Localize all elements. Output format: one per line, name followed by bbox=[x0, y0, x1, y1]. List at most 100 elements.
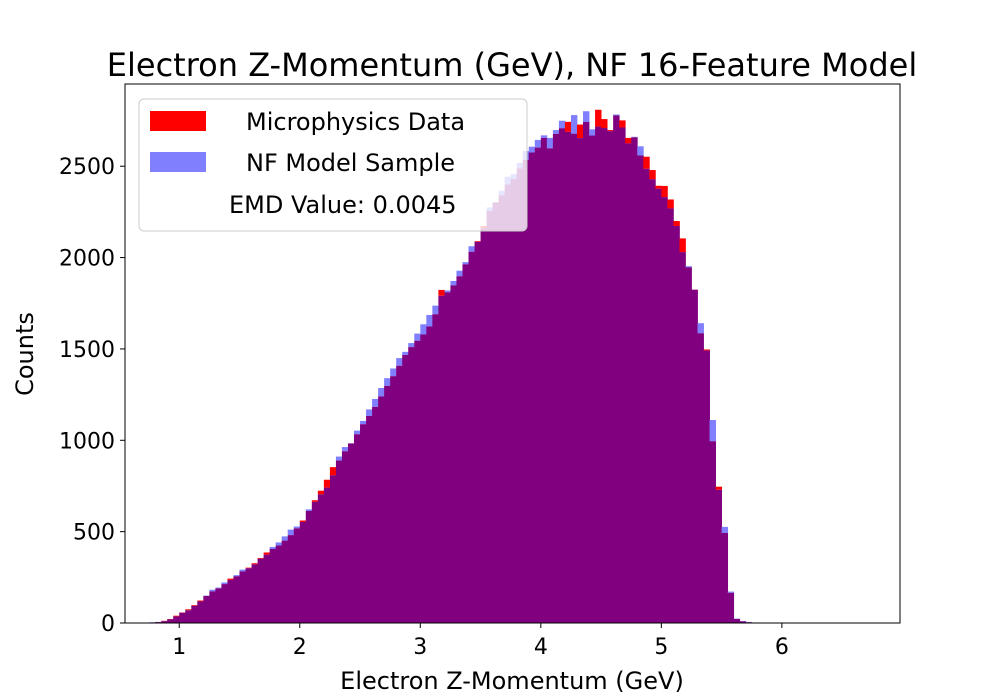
histogram-bar-overlap bbox=[619, 127, 626, 624]
histogram-bar-overlap bbox=[570, 133, 578, 623]
histogram-bar-excess bbox=[426, 314, 433, 327]
histogram-bar-excess bbox=[703, 349, 710, 351]
histogram-bar-overlap bbox=[293, 528, 301, 623]
histogram-bar-excess bbox=[540, 135, 548, 138]
histogram-bar-excess bbox=[317, 490, 325, 495]
histogram-bar-overlap bbox=[715, 489, 723, 623]
histogram-bar-overlap bbox=[468, 251, 475, 623]
histogram-bar-overlap bbox=[179, 612, 186, 623]
histogram-bar-overlap bbox=[739, 621, 747, 623]
histogram-bar-excess bbox=[661, 185, 668, 198]
y-tick-label: 2000 bbox=[59, 247, 115, 272]
x-tick-label: 1 bbox=[172, 635, 186, 660]
histogram-bar-excess bbox=[552, 130, 560, 134]
x-tick-label: 5 bbox=[654, 635, 668, 660]
histogram-bar-overlap bbox=[546, 148, 554, 623]
histogram-bar-overlap bbox=[161, 621, 168, 623]
histogram-bar-overlap bbox=[263, 554, 271, 623]
histogram-bar-overlap bbox=[317, 494, 325, 623]
histogram-bars bbox=[149, 109, 753, 624]
histogram-bar-excess bbox=[583, 111, 590, 123]
histogram-bar-excess bbox=[185, 609, 192, 611]
histogram-bar-overlap bbox=[607, 131, 614, 624]
histogram-bar-overlap bbox=[510, 179, 518, 623]
histogram-bar-overlap bbox=[589, 135, 596, 623]
histogram-bar-overlap bbox=[595, 126, 602, 623]
legend-box bbox=[138, 98, 528, 232]
histogram-bar-excess bbox=[685, 266, 692, 268]
histogram-bar-overlap bbox=[697, 333, 704, 623]
histogram-bar-overlap bbox=[257, 558, 265, 623]
histogram-bar-overlap bbox=[191, 605, 198, 623]
histogram-bar-overlap bbox=[360, 424, 367, 623]
histogram-bar-overlap bbox=[414, 340, 421, 623]
histogram-bar-overlap bbox=[384, 385, 391, 623]
histogram-bar-overlap bbox=[721, 532, 729, 623]
histogram-bar-overlap bbox=[685, 267, 692, 623]
legend-emd-annotation: EMD Value: 0.0045 bbox=[229, 191, 457, 219]
histogram-bar-excess bbox=[275, 542, 283, 546]
histogram-bar-excess bbox=[432, 305, 439, 315]
histogram-bar-overlap bbox=[323, 487, 331, 623]
histogram-bar-excess bbox=[299, 520, 307, 522]
histogram-bar-overlap bbox=[215, 588, 222, 623]
histogram-bar-excess bbox=[570, 115, 578, 134]
histogram-bar-overlap bbox=[366, 415, 373, 623]
histogram-bar-excess bbox=[655, 185, 662, 189]
histogram-bar-overlap bbox=[275, 545, 283, 623]
histogram-bar-overlap bbox=[522, 159, 530, 623]
histogram-bar-excess bbox=[233, 575, 240, 577]
histogram-bar-overlap bbox=[528, 152, 536, 623]
histogram-bar-overlap bbox=[486, 210, 494, 623]
y-tick-label: 1000 bbox=[59, 429, 115, 454]
histogram-bar-excess bbox=[360, 420, 367, 425]
histogram-bar-overlap bbox=[655, 188, 662, 623]
histogram-bar-excess bbox=[191, 605, 198, 606]
y-tick-label: 1500 bbox=[59, 338, 115, 363]
histogram-bar-overlap bbox=[456, 276, 463, 623]
histogram-bar-overlap bbox=[209, 591, 216, 623]
histogram-bar-overlap bbox=[552, 133, 560, 623]
histogram-bar-excess bbox=[643, 156, 650, 169]
histogram-bar-overlap bbox=[516, 168, 524, 623]
histogram-bar-overlap bbox=[679, 252, 686, 623]
histogram-bar-excess bbox=[378, 388, 385, 397]
histogram-bar-overlap bbox=[402, 354, 409, 623]
histogram-bar-overlap bbox=[661, 197, 668, 624]
histogram-bar-overlap bbox=[221, 584, 228, 623]
histogram-bar-excess bbox=[384, 378, 391, 386]
histogram-bar-overlap bbox=[354, 434, 361, 623]
histogram-bar-overlap bbox=[703, 350, 710, 623]
histogram-bar-overlap bbox=[504, 184, 512, 624]
histogram-bar-overlap bbox=[631, 137, 638, 623]
histogram-bar-excess bbox=[715, 486, 723, 490]
histogram-bar-excess bbox=[420, 324, 427, 335]
histogram-bar-overlap bbox=[691, 289, 698, 623]
histogram-bar-overlap bbox=[311, 501, 319, 623]
histogram-bar-overlap bbox=[474, 241, 481, 624]
histogram-bar-overlap bbox=[281, 540, 289, 623]
histogram-bar-overlap bbox=[649, 179, 656, 624]
histogram-bar-excess bbox=[245, 567, 252, 569]
histogram-bar-overlap bbox=[534, 147, 542, 623]
histogram-bar-excess bbox=[649, 170, 656, 180]
histogram-bar-excess bbox=[564, 121, 572, 132]
histogram-bar-overlap bbox=[613, 115, 620, 623]
histogram-bar-excess bbox=[462, 262, 469, 265]
histogram-bar-overlap bbox=[185, 610, 192, 623]
histogram-bar-excess bbox=[631, 136, 638, 138]
histogram-bar-overlap bbox=[390, 376, 397, 623]
histogram-bar-overlap bbox=[480, 228, 487, 623]
histogram-bar-overlap bbox=[341, 451, 349, 623]
x-axis-ticks: 1 2 3 4 5 6 bbox=[172, 623, 789, 660]
histogram-bar-overlap bbox=[227, 579, 234, 623]
histogram-bar-excess bbox=[468, 246, 475, 252]
histogram-bar-overlap bbox=[408, 347, 415, 623]
histogram-bar-excess bbox=[341, 447, 349, 452]
histogram-bar-excess bbox=[546, 137, 554, 149]
y-axis-ticks: 0 500 1000 1500 2000 2500 bbox=[59, 155, 125, 637]
histogram-bar-excess bbox=[607, 130, 614, 132]
histogram-bar-overlap bbox=[239, 571, 246, 623]
histogram-bar-overlap bbox=[601, 128, 608, 623]
histogram-bar-overlap bbox=[426, 326, 433, 623]
